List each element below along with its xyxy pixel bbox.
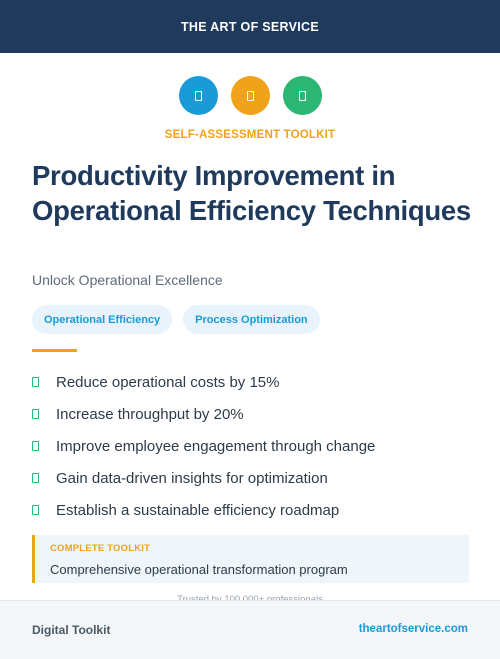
website-link[interactable]: theartofservice.com [358,623,468,635]
list-item: Improve employee engagement through chan… [32,430,375,462]
accent-divider [32,349,77,352]
checklist-icon [32,505,39,515]
brand-name: THE ART OF SERVICE [180,19,320,34]
footer-label: Digital Toolkit [32,623,111,637]
page-title: Productivity Improvement in Operational … [32,160,471,226]
document-icon [178,76,218,115]
list-item: Reduce operational costs by 15% [32,366,375,398]
checklist-icon [32,377,39,387]
checklist-icon [32,441,39,451]
benefit-list: Reduce operational costs by 15% Increase… [32,366,375,526]
toolkit-callout: COMPLETE TOOLKIT Comprehensive operation… [32,535,469,583]
footer: Digital Toolkit theartofservice.com [0,600,500,659]
document-icon [230,76,270,115]
icon-row [0,76,500,115]
trust-note: Trusted by 100,000+ professionals [177,594,323,601]
eyebrow-label: SELF-ASSESSMENT TOOLKIT [164,129,336,141]
subtitle: Unlock Operational Excellence [32,272,223,288]
checklist-icon [32,409,39,419]
top-banner: THE ART OF SERVICE [0,0,500,53]
list-item: Gain data-driven insights for optimizati… [32,462,375,494]
list-item: Increase throughput by 20% [32,398,375,430]
tag-process-optimization: Process Optimization [183,305,320,334]
checklist-icon [32,473,39,483]
tag-list: Operational Efficiency Process Optimizat… [32,305,320,334]
toolkit-label: COMPLETE TOOLKIT [50,543,151,554]
tag-operational-efficiency: Operational Efficiency [32,305,173,334]
list-item: Establish a sustainable efficiency roadm… [32,494,375,526]
toolkit-description: Comprehensive operational transformation… [50,562,348,577]
document-icon [282,76,322,115]
